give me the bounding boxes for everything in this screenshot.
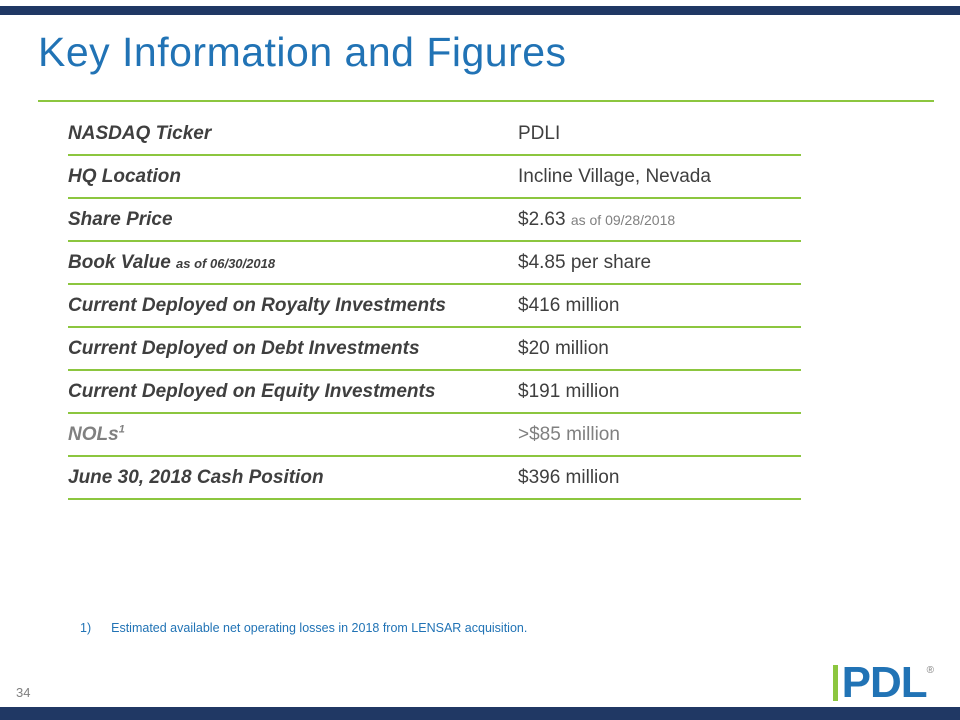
table-row-nols: NOLs1 >$85 million (68, 414, 801, 457)
row-label: Current Deployed on Equity Investments (68, 381, 518, 403)
table-row: June 30, 2018 Cash Position $396 million (68, 457, 801, 500)
table-row: Share Price $2.63 as of 09/28/2018 (68, 199, 801, 242)
row-value-text: $20 million (518, 337, 609, 359)
footnote-text: Estimated available net operating losses… (111, 621, 528, 635)
row-value-text: $396 million (518, 466, 620, 488)
row-label-text: NASDAQ Ticker (68, 122, 212, 144)
row-value: $416 million (518, 295, 801, 317)
row-label-text: June 30, 2018 Cash Position (68, 466, 324, 488)
row-label: Share Price (68, 209, 518, 231)
title-divider (38, 100, 934, 102)
row-label: Current Deployed on Debt Investments (68, 338, 518, 360)
row-label-text: Book Value (68, 251, 171, 273)
row-label-text: HQ Location (68, 165, 181, 187)
table-row: Current Deployed on Equity Investments $… (68, 371, 801, 414)
logo-green-bar-icon (832, 665, 838, 702)
row-value: $191 million (518, 381, 801, 403)
row-label-suffix: as of 06/30/2018 (176, 255, 276, 271)
row-value-text: $2.63 (518, 208, 566, 230)
row-label: Book Value as of 06/30/2018 (68, 252, 518, 274)
bottom-accent-bar (0, 707, 960, 720)
row-label-text: NOLs (68, 423, 119, 445)
table-row: NASDAQ Ticker PDLI (68, 113, 801, 156)
row-label: NASDAQ Ticker (68, 123, 518, 145)
row-value-suffix: as of 09/28/2018 (570, 211, 676, 228)
row-label-text: Current Deployed on Royalty Investments (68, 294, 446, 316)
page-title: Key Information and Figures (38, 29, 567, 75)
table-row: Current Deployed on Royalty Investments … (68, 285, 801, 328)
row-value: $2.63 as of 09/28/2018 (518, 209, 801, 231)
row-label-text: Current Deployed on Equity Investments (68, 380, 436, 402)
table-row: HQ Location Incline Village, Nevada (68, 156, 801, 199)
row-label: HQ Location (68, 166, 518, 188)
row-label: June 30, 2018 Cash Position (68, 467, 518, 489)
table-row: Current Deployed on Debt Investments $20… (68, 328, 801, 371)
row-label: Current Deployed on Royalty Investments (68, 295, 518, 317)
row-value: $4.85 per share (518, 252, 801, 274)
row-value: $396 million (518, 467, 801, 489)
row-value: PDLI (518, 123, 801, 145)
row-label-text: Share Price (68, 208, 173, 230)
row-value-text: $4.85 per share (518, 251, 652, 273)
page-number: 34 (16, 685, 31, 700)
row-value-text: $416 million (518, 294, 620, 316)
registered-mark: ® (926, 665, 934, 677)
key-info-table: NASDAQ Ticker PDLI HQ Location Incline V… (68, 113, 801, 500)
logo-text: PDL (841, 658, 928, 708)
table-row: Book Value as of 06/30/2018 $4.85 per sh… (68, 242, 801, 285)
footnote-marker: 1 (118, 423, 125, 436)
row-value: >$85 million (518, 424, 801, 446)
row-value-text: Incline Village, Nevada (518, 165, 711, 187)
top-accent-bar (0, 6, 960, 15)
row-value: $20 million (518, 338, 801, 360)
pdl-logo: PDL ® (832, 658, 934, 708)
row-value-text: >$85 million (518, 423, 620, 445)
footnote-number: 1) (80, 621, 92, 635)
row-label: NOLs1 (68, 424, 518, 446)
row-value-text: PDLI (518, 122, 561, 144)
row-value-text: $191 million (518, 380, 620, 402)
footnote: 1) Estimated available net operating los… (80, 621, 527, 635)
row-value: Incline Village, Nevada (518, 166, 801, 188)
row-label-text: Current Deployed on Debt Investments (68, 337, 420, 359)
